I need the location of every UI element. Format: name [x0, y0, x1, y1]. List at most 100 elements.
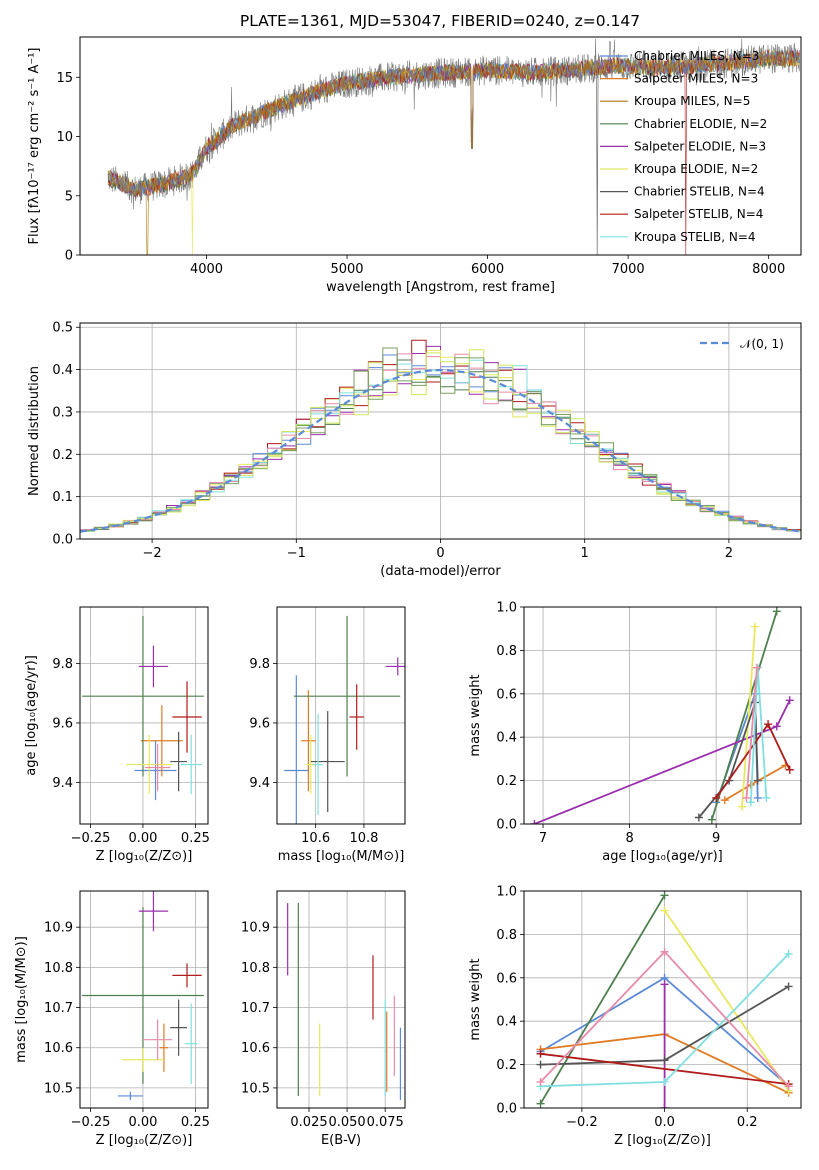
y-tick-label: 0.8: [496, 928, 517, 943]
model-spectrum: [107, 49, 800, 255]
weight-marker: [784, 982, 793, 991]
axes-frame: [79, 890, 209, 1109]
x-tick-label: 1: [581, 546, 589, 561]
weight-marker: [660, 1077, 669, 1086]
legend-label: Kroupa STELIB, N=4: [634, 230, 756, 244]
x-tick-label: 0: [436, 546, 444, 561]
y-tick-label: 0.4: [52, 363, 73, 378]
x-tick-label: 9: [712, 831, 720, 846]
y-tick-label: 9.6: [249, 716, 270, 731]
y-tick-label: 10.8: [44, 961, 73, 976]
y-tick-label: 0.3: [52, 405, 73, 420]
axes-frame: [79, 36, 802, 256]
panel-mass-vs-Z: −0.25 0.00 0.25 10.5 10.6 10.7 10.8 10.9 Z [log₁…: [14, 890, 210, 1148]
panel-age-vs-mass: 10.6 10.8 9.4 9.6 9.8 mass [log₁₀(M/M⊙)]: [249, 606, 406, 864]
x-tick-label: 0.0: [654, 1115, 675, 1130]
x-tick-label: 5000: [330, 262, 363, 277]
x-tick-label: 8: [625, 831, 633, 846]
y-tick-label: 9.4: [52, 776, 73, 791]
x-tick-label: 4000: [190, 262, 223, 277]
x-tick-label: 0.25: [181, 1115, 210, 1130]
y-tick-label: 0: [65, 249, 73, 264]
y-tick-label: 0.0: [52, 533, 73, 548]
axes-frame: [523, 606, 802, 825]
weight-marker: [746, 798, 755, 807]
legend-label: Chabrier MILES, N=3: [634, 49, 759, 63]
weight-marker: [751, 622, 760, 631]
x-tick-label: 0.00: [128, 1115, 157, 1130]
weight-marker: [752, 663, 761, 672]
weight-series-line: [663, 909, 790, 1092]
plot-area: [284, 615, 405, 824]
y-tick-label: 9.8: [52, 657, 73, 672]
legend-label: Kroupa ELODIE, N=2: [634, 162, 758, 176]
weight-marker: [694, 813, 703, 822]
y-axis-label: mass weight: [468, 674, 483, 756]
panel-residuals: −2 −1 0 1 2 0.0 0.1 0.2 0.3 0.4 0.5 𝒩(0, 1) (data-mo…: [27, 321, 802, 579]
y-tick-label: 5: [65, 189, 73, 204]
weight-marker: [536, 1077, 545, 1086]
weight-marker: [660, 947, 669, 956]
y-tick-label: 10.6: [241, 1041, 270, 1056]
x-tick-label: −1: [287, 546, 306, 561]
weight-series-line: [745, 667, 758, 799]
x-tick-label: 6000: [471, 262, 504, 277]
x-axis-label: age [log₁₀(age/yr)]: [602, 849, 723, 864]
legend-label: Salpeter ELODIE, N=3: [634, 139, 766, 153]
legend-label: Chabrier STELIB, N=4: [634, 185, 765, 199]
legend-label: Salpeter STELIB, N=4: [634, 207, 763, 221]
y-axis-label: Normed distribution: [27, 366, 42, 496]
x-tick-label: −0.25: [71, 831, 111, 846]
weight-marker: [784, 1082, 793, 1091]
y-tick-label: 0.4: [496, 1015, 517, 1030]
figure-title: PLATE=1361, MJD=53047, FIBERID=0240, z=0…: [239, 12, 641, 30]
plot-area: [536, 891, 793, 1108]
y-tick-label: 10.5: [44, 1081, 73, 1096]
y-tick-label: 1.0: [496, 885, 517, 900]
x-axis-label: Z [log₁₀(Z/Z⊙)]: [96, 1133, 193, 1148]
weight-marker: [660, 1104, 669, 1108]
axes-frame: [276, 606, 406, 825]
y-tick-label: 0.6: [496, 971, 517, 986]
x-tick-label: −0.2: [566, 1115, 598, 1130]
weight-marker: [762, 793, 771, 802]
x-axis-label: Z [log₁₀(Z/Z⊙)]: [96, 849, 193, 864]
x-axis-label: mass [log₁₀(M/M⊙)]: [278, 849, 405, 864]
plot-area: [530, 607, 794, 824]
y-tick-label: 0.5: [52, 321, 73, 336]
x-axis-label: Z [log₁₀(Z/Z⊙)]: [614, 1133, 711, 1148]
model-spectrum: [107, 49, 800, 197]
weight-series-line: [710, 611, 778, 820]
residual-histogram: [80, 347, 801, 534]
weight-series-line: [539, 894, 666, 1105]
weight-marker: [785, 696, 794, 705]
weight-marker: [707, 815, 716, 824]
y-axis-label: mass weight: [468, 958, 483, 1040]
panel-weight-vs-Z: −0.2 0.0 0.2 0.0 0.2 0.4 0.6 0.8 1.0 Z [log₁₀(Z/Z…: [468, 885, 802, 1148]
y-tick-label: 0.2: [496, 1058, 517, 1073]
plot-area: [80, 339, 801, 534]
weight-marker: [530, 820, 539, 824]
weight-marker: [536, 1099, 545, 1108]
panel-spectrum: 4000 5000 6000 7000 8000 0 5 10 15 Chabrier MILES…: [27, 36, 802, 295]
y-tick-label: 10.5: [241, 1081, 270, 1096]
panel-age-vs-Z: −0.25 0.00 0.25 9.4 9.6 9.8 Z [log₁₀(Z/Z⊙)] age…: [24, 606, 210, 864]
weight-marker: [660, 891, 669, 900]
axes-frame: [523, 890, 802, 1109]
y-tick-label: 10.6: [44, 1041, 73, 1056]
weight-marker: [753, 793, 762, 802]
x-tick-label: −0.25: [71, 1115, 111, 1130]
weight-series-line: [724, 764, 786, 801]
weight-marker: [660, 980, 669, 989]
weight-series-line: [540, 1052, 789, 1085]
legend-label: Chabrier ELODIE, N=2: [634, 117, 767, 131]
y-tick-label: 0.8: [496, 644, 517, 659]
y-tick-label: 0.0: [496, 818, 517, 833]
y-axis-label: Flux [fλ10⁻¹⁷ erg cm⁻² s⁻¹ A⁻¹]: [27, 48, 42, 245]
y-tick-label: 0.2: [496, 774, 517, 789]
y-tick-label: 9.8: [249, 657, 270, 672]
weight-marker: [660, 1056, 669, 1065]
weight-marker: [772, 722, 781, 731]
x-axis-label: (data-model)/error: [380, 564, 501, 579]
